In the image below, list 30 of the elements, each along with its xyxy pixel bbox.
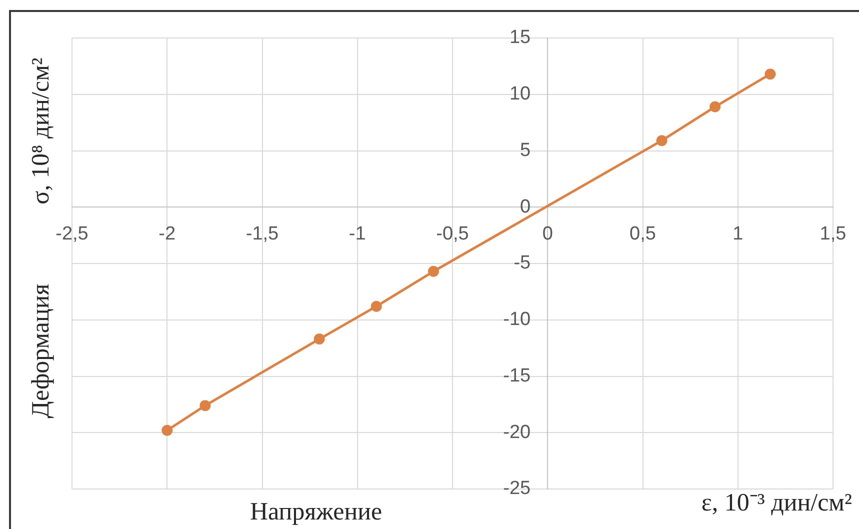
x-tick-label: 1 xyxy=(732,223,744,244)
x-tick-label: -1 xyxy=(348,223,366,244)
x-tick-label: -2,5 xyxy=(56,223,88,244)
text: Деформация xyxy=(28,283,55,418)
point xyxy=(764,68,776,80)
y-tick-label: -20 xyxy=(503,422,531,443)
y-tick-label: -15 xyxy=(503,365,531,386)
x-tick-label: 0 xyxy=(542,223,553,244)
y-tick-label: 0 xyxy=(520,196,531,218)
y-tick-label: -5 xyxy=(514,252,531,274)
point xyxy=(370,300,382,312)
x-tick-label: -1,5 xyxy=(246,223,279,244)
y-tick-label: 10 xyxy=(509,84,531,105)
x-tick-label: -2 xyxy=(158,223,176,244)
x-tick-label: -0,5 xyxy=(436,223,469,244)
point xyxy=(428,266,439,277)
text: Напряжение xyxy=(250,498,382,526)
x-axis-title: ε, 10⁻³ дин/см² xyxy=(701,490,852,517)
x-tick-label: 1,5 xyxy=(820,223,846,244)
point xyxy=(162,424,173,436)
point xyxy=(314,334,325,345)
point xyxy=(710,101,721,112)
y-tick-label: 5 xyxy=(520,140,531,161)
point xyxy=(656,135,668,146)
y-tick-label: -10 xyxy=(503,309,531,330)
y-axis-title: σ, 10⁸ дин/см² xyxy=(28,58,55,204)
x-tick-label: 0,5 xyxy=(630,223,656,244)
y-tick-label: -25 xyxy=(503,478,531,500)
point xyxy=(200,400,211,412)
y-tick-label: 15 xyxy=(509,27,531,48)
